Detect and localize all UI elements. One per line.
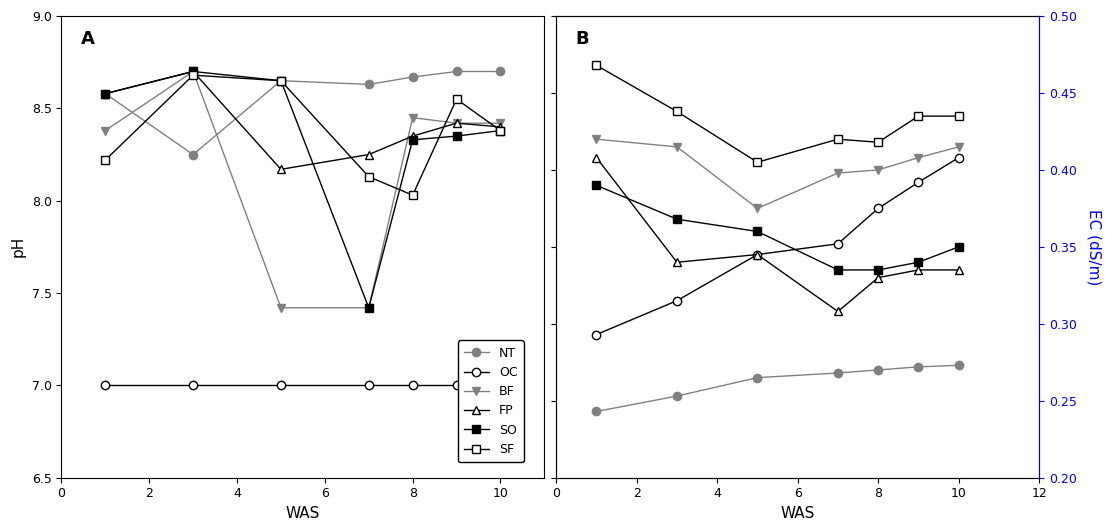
Legend: NT, OC, BF, FP, SO, SF: NT, OC, BF, FP, SO, SF [457,340,523,462]
Text: B: B [575,30,589,48]
Text: A: A [81,30,95,48]
Y-axis label: EC (dS/m): EC (dS/m) [1087,209,1102,285]
Y-axis label: pH: pH [11,236,26,257]
X-axis label: WAS: WAS [286,506,321,521]
X-axis label: WAS: WAS [780,506,815,521]
